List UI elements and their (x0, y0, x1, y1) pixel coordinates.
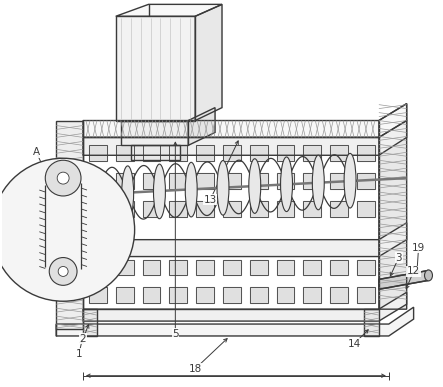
Polygon shape (169, 287, 187, 303)
Polygon shape (276, 201, 295, 217)
Text: 19: 19 (412, 243, 425, 253)
Text: 3: 3 (396, 253, 402, 262)
Polygon shape (116, 16, 195, 120)
Polygon shape (116, 4, 222, 16)
Polygon shape (276, 260, 295, 276)
Polygon shape (56, 307, 414, 336)
Text: 14: 14 (347, 339, 361, 349)
Ellipse shape (153, 164, 165, 219)
Polygon shape (83, 223, 407, 257)
Polygon shape (196, 287, 214, 303)
Text: 2: 2 (80, 334, 86, 344)
Ellipse shape (122, 166, 134, 221)
Polygon shape (276, 173, 295, 189)
Circle shape (49, 257, 77, 285)
Polygon shape (116, 260, 134, 276)
Polygon shape (330, 173, 348, 189)
Circle shape (58, 267, 68, 276)
Polygon shape (223, 201, 241, 217)
Polygon shape (83, 104, 407, 137)
Polygon shape (250, 260, 268, 276)
Polygon shape (116, 146, 134, 161)
Polygon shape (143, 287, 160, 303)
Polygon shape (89, 287, 107, 303)
Polygon shape (143, 173, 160, 189)
Ellipse shape (217, 161, 229, 215)
Text: 5: 5 (172, 329, 179, 339)
Polygon shape (169, 146, 187, 161)
Polygon shape (379, 271, 428, 289)
Polygon shape (330, 260, 348, 276)
Polygon shape (143, 146, 160, 161)
Polygon shape (196, 260, 214, 276)
Polygon shape (143, 201, 160, 217)
Polygon shape (188, 108, 215, 146)
Polygon shape (276, 146, 295, 161)
Polygon shape (116, 287, 134, 303)
Polygon shape (250, 287, 268, 303)
Polygon shape (357, 201, 375, 217)
Polygon shape (195, 4, 222, 120)
Ellipse shape (90, 168, 102, 222)
Polygon shape (330, 287, 348, 303)
Polygon shape (357, 173, 375, 189)
Ellipse shape (280, 157, 292, 212)
Polygon shape (89, 201, 107, 217)
Circle shape (57, 172, 69, 184)
Circle shape (0, 158, 135, 301)
Ellipse shape (249, 159, 261, 213)
Polygon shape (131, 146, 180, 160)
Polygon shape (223, 287, 241, 303)
Polygon shape (196, 201, 214, 217)
Polygon shape (364, 309, 379, 336)
Polygon shape (303, 173, 321, 189)
Polygon shape (143, 260, 160, 276)
Polygon shape (357, 287, 375, 303)
Ellipse shape (344, 153, 356, 208)
Circle shape (45, 160, 81, 196)
Ellipse shape (424, 270, 432, 281)
Polygon shape (83, 309, 97, 336)
Polygon shape (83, 292, 407, 321)
Polygon shape (330, 201, 348, 217)
Polygon shape (169, 173, 187, 189)
Polygon shape (223, 260, 241, 276)
Polygon shape (223, 146, 241, 161)
Text: 13: 13 (203, 195, 217, 205)
Polygon shape (357, 260, 375, 276)
Polygon shape (89, 173, 107, 189)
Text: 18: 18 (189, 364, 202, 374)
Polygon shape (250, 173, 268, 189)
Polygon shape (357, 146, 375, 161)
Polygon shape (89, 260, 107, 276)
Polygon shape (250, 146, 268, 161)
Polygon shape (116, 173, 134, 189)
Text: 12: 12 (407, 266, 420, 276)
Ellipse shape (185, 162, 197, 217)
Polygon shape (276, 287, 295, 303)
Polygon shape (196, 146, 214, 161)
Polygon shape (223, 173, 241, 189)
Polygon shape (121, 120, 188, 146)
Polygon shape (303, 287, 321, 303)
Text: 1: 1 (76, 349, 82, 359)
Ellipse shape (312, 155, 324, 210)
Polygon shape (303, 201, 321, 217)
Polygon shape (303, 146, 321, 161)
Text: A: A (33, 147, 40, 157)
Polygon shape (89, 146, 107, 161)
Polygon shape (169, 201, 187, 217)
Polygon shape (330, 146, 348, 161)
Polygon shape (379, 104, 407, 309)
Polygon shape (56, 120, 83, 329)
Polygon shape (169, 260, 187, 276)
Polygon shape (250, 201, 268, 217)
Polygon shape (303, 260, 321, 276)
Polygon shape (83, 120, 407, 155)
Polygon shape (196, 173, 214, 189)
Polygon shape (116, 201, 134, 217)
